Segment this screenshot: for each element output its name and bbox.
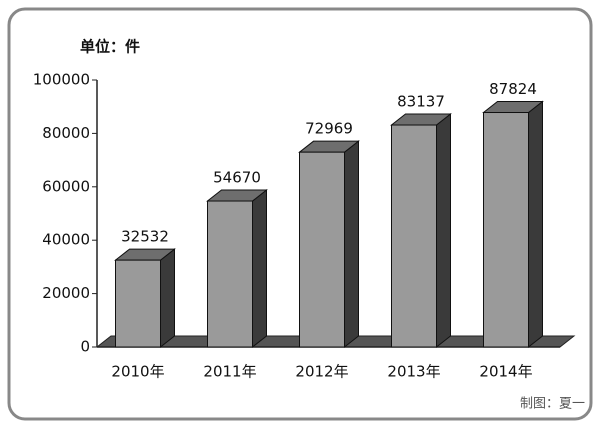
bar-side	[436, 112, 451, 349]
credit: 制图：夏一	[520, 397, 585, 412]
x-tick-label: 2014年	[479, 363, 532, 381]
bar	[391, 124, 437, 348]
bar-side	[528, 100, 543, 349]
x-tick-label: 2010年	[111, 363, 164, 381]
data-label: 32532	[121, 228, 169, 246]
y-tick-label: 20000	[42, 284, 90, 302]
bar	[483, 112, 529, 348]
bar	[207, 200, 253, 348]
unit-label: 单位：件	[80, 38, 140, 56]
data-label: 72969	[305, 120, 353, 138]
y-tick-label: 100000	[33, 71, 90, 89]
data-label: 87824	[489, 80, 537, 98]
x-tick-label: 2013年	[387, 363, 440, 381]
x-tick-label: 2012年	[295, 363, 348, 381]
bar-side	[344, 140, 359, 349]
y-tick-label: 40000	[42, 231, 90, 249]
y-tick-label: 80000	[42, 124, 90, 142]
data-label: 54670	[213, 169, 261, 187]
y-tick-label: 0	[80, 338, 90, 356]
bar	[299, 151, 345, 348]
y-tick-label: 60000	[42, 177, 90, 195]
data-label: 83137	[397, 93, 445, 111]
bar-side	[252, 189, 267, 349]
bar	[115, 259, 161, 348]
bar-side	[160, 248, 175, 349]
x-tick-label: 2011年	[203, 363, 256, 381]
